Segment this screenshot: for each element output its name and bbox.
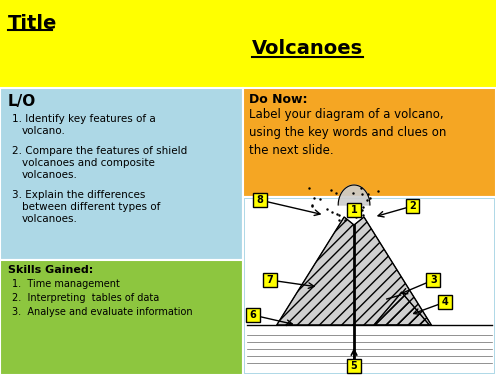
Text: 4: 4 xyxy=(442,297,448,307)
FancyBboxPatch shape xyxy=(243,197,496,375)
Text: 3. Explain the differences: 3. Explain the differences xyxy=(12,190,145,200)
Text: 3: 3 xyxy=(430,275,436,285)
FancyBboxPatch shape xyxy=(243,88,496,197)
Text: 3.  Analyse and evaluate information: 3. Analyse and evaluate information xyxy=(12,307,192,317)
FancyBboxPatch shape xyxy=(246,308,260,322)
Text: 2. Compare the features of shield: 2. Compare the features of shield xyxy=(12,146,187,156)
Text: Do Now:: Do Now: xyxy=(249,93,308,106)
FancyBboxPatch shape xyxy=(0,0,496,88)
Text: volcanoes and composite: volcanoes and composite xyxy=(22,158,154,168)
Polygon shape xyxy=(338,185,370,205)
Text: Volcanoes: Volcanoes xyxy=(252,39,363,57)
Text: 6: 6 xyxy=(250,310,256,320)
Text: volcanoes.: volcanoes. xyxy=(22,170,78,180)
FancyBboxPatch shape xyxy=(426,273,440,287)
FancyBboxPatch shape xyxy=(245,199,494,373)
Text: Title: Title xyxy=(8,14,58,33)
Text: 1: 1 xyxy=(350,205,358,215)
Text: L/O: L/O xyxy=(8,94,36,109)
Polygon shape xyxy=(276,217,432,325)
Text: volcanoes.: volcanoes. xyxy=(22,214,78,224)
Text: between different types of: between different types of xyxy=(22,202,160,212)
Text: Skills Gained:: Skills Gained: xyxy=(8,265,93,275)
FancyBboxPatch shape xyxy=(347,359,361,373)
Text: Label your diagram of a volcano,
using the key words and clues on
the next slide: Label your diagram of a volcano, using t… xyxy=(249,108,446,157)
Text: 1. Identify key features of a: 1. Identify key features of a xyxy=(12,114,156,124)
Text: 7: 7 xyxy=(266,275,273,285)
Text: 1.  Time management: 1. Time management xyxy=(12,279,120,289)
Polygon shape xyxy=(374,292,430,325)
FancyBboxPatch shape xyxy=(262,273,276,287)
FancyBboxPatch shape xyxy=(406,199,419,213)
Text: 2.  Interpreting  tables of data: 2. Interpreting tables of data xyxy=(12,293,159,303)
Text: 8: 8 xyxy=(256,195,263,205)
FancyBboxPatch shape xyxy=(438,295,452,309)
Text: volcano.: volcano. xyxy=(22,126,66,136)
Text: 2: 2 xyxy=(409,201,416,211)
FancyBboxPatch shape xyxy=(253,193,266,207)
FancyBboxPatch shape xyxy=(347,203,361,217)
FancyBboxPatch shape xyxy=(0,88,243,260)
Text: 5: 5 xyxy=(350,361,358,371)
FancyBboxPatch shape xyxy=(0,260,243,375)
